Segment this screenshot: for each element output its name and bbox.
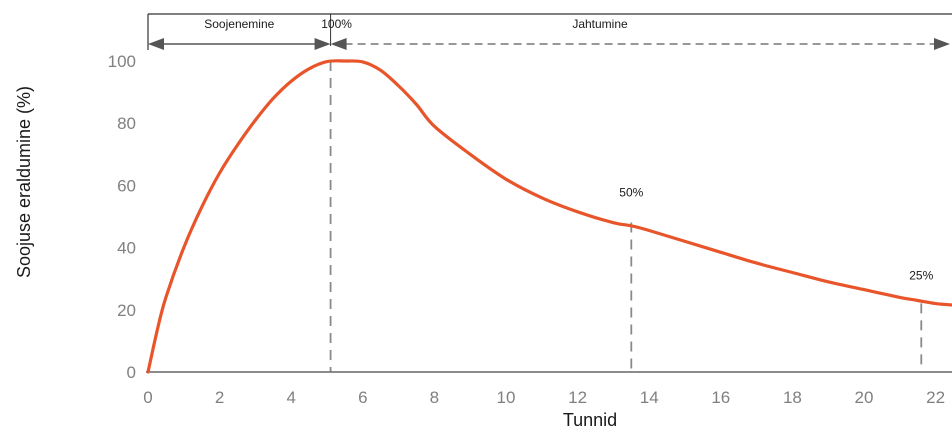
x-tick-label: 16 — [711, 388, 730, 407]
quarter-percent-label: 25% — [909, 268, 933, 282]
x-tick-label: 18 — [783, 388, 802, 407]
guide-lines: 50% 25% — [329, 61, 934, 372]
x-tick-label: 22 — [926, 388, 945, 407]
x-tick-label: 14 — [640, 388, 659, 407]
y-tick-label: 20 — [117, 301, 136, 320]
x-tick-label: 4 — [286, 388, 295, 407]
x-tick-label: 12 — [568, 388, 587, 407]
cooling-arrow-right-head — [934, 38, 950, 50]
heat-release-curve — [146, 59, 952, 374]
y-tick-labels: 0 20 40 60 80 100 — [108, 52, 136, 382]
y-tick-label: 100 — [108, 52, 136, 71]
x-tick-label: 10 — [497, 388, 516, 407]
x-tick-labels: 0 2 4 6 8 10 12 14 16 18 20 22 — [143, 388, 945, 407]
x-tick-label: 0 — [143, 388, 152, 407]
phase-bar: Soojenemine 100% Jahtumine — [147, 13, 952, 50]
cooling-phase-label: Jahtumine — [572, 17, 628, 31]
x-tick-label: 6 — [358, 388, 367, 407]
y-tick-label: 40 — [117, 239, 136, 258]
y-tick-label: 0 — [127, 363, 136, 382]
half-percent-label: 50% — [619, 186, 643, 200]
y-tick-label: 80 — [117, 114, 136, 133]
x-tick-label: 8 — [430, 388, 439, 407]
x-tick-label: 20 — [855, 388, 874, 407]
x-axis-title: Tunnid — [563, 410, 617, 430]
peak-percent-label: 100% — [321, 17, 352, 31]
y-axis-title: Soojuse eraldumine (%) — [14, 86, 34, 278]
y-tick-label: 60 — [117, 176, 136, 195]
x-tick-label: 2 — [215, 388, 224, 407]
series-group — [146, 59, 952, 374]
heating-arrow-left-head — [148, 38, 164, 50]
heating-phase-label: Soojenemine — [204, 17, 274, 31]
heating-arrow-right-head — [314, 38, 331, 50]
cooling-arrow-left-head — [330, 38, 347, 50]
